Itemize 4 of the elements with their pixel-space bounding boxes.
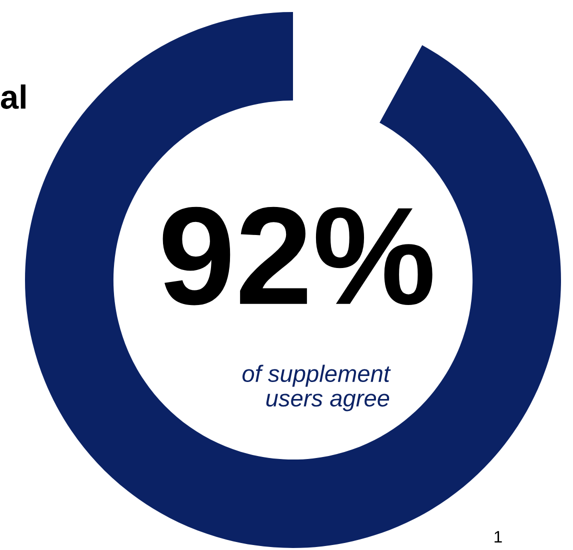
text: 1 [494, 531, 502, 543]
text: 92% [162, 206, 432, 306]
text: al [0, 84, 26, 109]
text: of supplement users agree [242, 364, 391, 412]
